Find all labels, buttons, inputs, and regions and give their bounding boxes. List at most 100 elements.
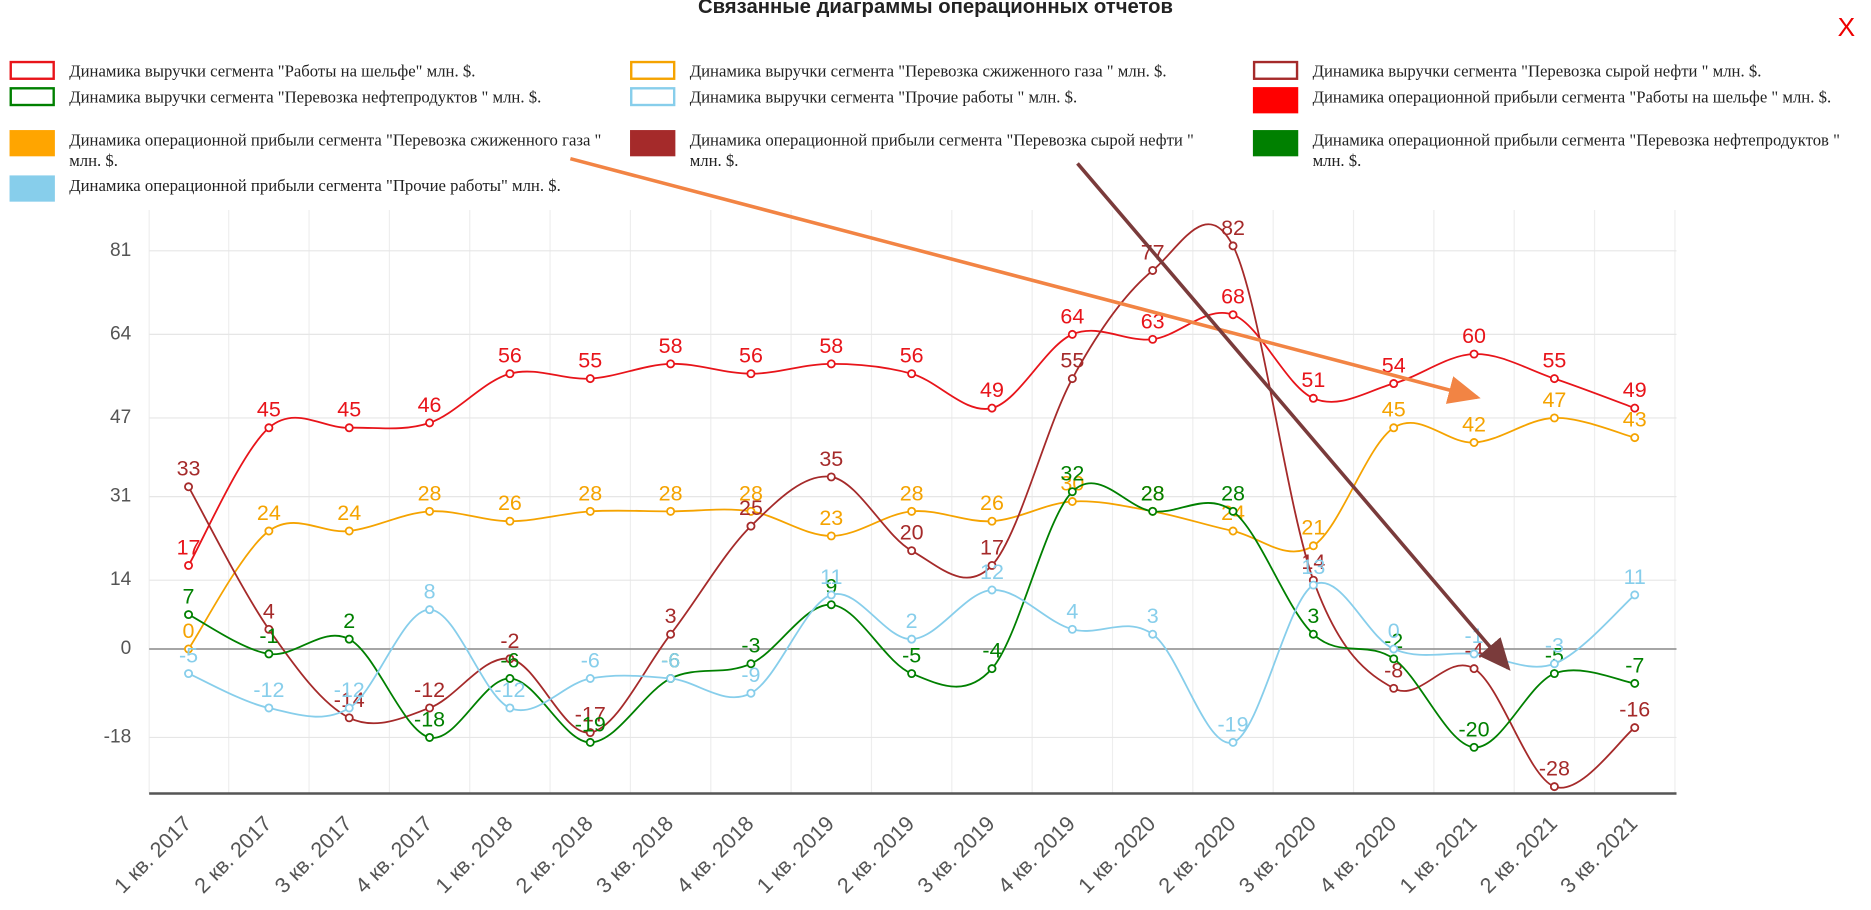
data-label: 58 — [819, 334, 843, 358]
data-label: 26 — [498, 491, 522, 515]
data-point — [585, 728, 595, 738]
legend-item[interactable]: Динамика выручки сегмента "Работы на шел… — [9, 60, 607, 82]
data-point — [184, 560, 194, 570]
legend-item[interactable]: Динамика выручки сегмента "Перевозка сыр… — [1252, 60, 1850, 82]
close-button[interactable]: X — [1837, 11, 1856, 42]
legend-swatch — [9, 130, 55, 157]
data-label: 45 — [337, 398, 361, 422]
data-point — [987, 516, 997, 526]
data-label: -19 — [1217, 712, 1248, 736]
legend-item[interactable]: Динамика выручки сегмента "Перевозка сжи… — [630, 60, 1227, 82]
legend-item[interactable]: Динамика операционной прибыли сегмента "… — [9, 130, 607, 172]
x-tick-label: 3 кв. 2017 — [270, 812, 357, 899]
data-point — [1228, 241, 1238, 251]
data-label: 28 — [1141, 481, 1165, 505]
data-label: 24 — [257, 501, 281, 525]
data-point — [425, 605, 435, 615]
data-point — [264, 526, 274, 536]
data-label: 4 — [1066, 599, 1078, 623]
x-tick-label: 2 кв. 2017 — [190, 812, 277, 899]
data-point — [1549, 782, 1559, 792]
legend-item[interactable]: Динамика операционной прибыли сегмента "… — [1252, 130, 1850, 172]
data-label: -8 — [1384, 658, 1403, 682]
data-label: 28 — [900, 481, 924, 505]
data-label: 0 — [183, 619, 195, 643]
legend-label: Динамика выручки сегмента "Прочие работы… — [689, 89, 1078, 108]
data-label: 32 — [1060, 462, 1084, 486]
data-point — [746, 688, 756, 698]
legend-item[interactable]: Динамика операционной прибыли сегмента "… — [630, 130, 1227, 172]
x-tick-label: 2 кв. 2021 — [1475, 812, 1562, 899]
legend-swatch — [630, 87, 676, 107]
x-tick-label: 3 кв. 2018 — [592, 812, 679, 899]
data-label: 17 — [980, 535, 1004, 559]
data-label: 28 — [1141, 481, 1165, 505]
data-point — [907, 669, 917, 679]
data-label: -3 — [1545, 634, 1564, 658]
data-point — [1549, 413, 1559, 423]
legend-item[interactable]: Динамика выручки сегмента "Прочие работы… — [630, 87, 1227, 108]
data-point — [1469, 649, 1479, 659]
legend-item[interactable]: Динамика операционной прибыли сегмента "… — [9, 175, 607, 202]
data-point — [1389, 644, 1399, 654]
legend-swatch — [630, 60, 676, 80]
data-label: 3 — [1147, 604, 1159, 628]
data-point — [746, 369, 756, 379]
y-tick-label: 0 — [121, 638, 132, 659]
data-label: 49 — [1623, 378, 1647, 402]
legend-item[interactable]: Динамика выручки сегмента "Перевозка неф… — [9, 87, 607, 108]
data-label: -6 — [500, 648, 519, 672]
data-label: -9 — [741, 663, 760, 687]
data-label: 3 — [665, 604, 677, 628]
data-label: 9 — [825, 575, 837, 599]
data-label: 28 — [739, 481, 763, 505]
data-point — [505, 674, 515, 683]
data-label: 13 — [1301, 555, 1325, 579]
legend-label: Динамика выручки сегмента "Перевозка неф… — [69, 89, 542, 108]
data-label: 43 — [1623, 408, 1647, 432]
data-point — [987, 560, 997, 570]
data-label: 42 — [1462, 412, 1486, 436]
data-label: -6 — [581, 648, 600, 672]
legend-label: Динамика выручки сегмента "Работы на шел… — [69, 63, 476, 82]
data-point — [1469, 742, 1479, 752]
data-point — [1308, 580, 1318, 590]
data-point — [1389, 379, 1399, 389]
data-label: 56 — [900, 344, 924, 368]
data-point — [585, 374, 595, 384]
legend-swatch — [1252, 87, 1299, 114]
series-line — [187, 223, 1636, 789]
legend-swatch — [1252, 130, 1299, 157]
data-point — [666, 359, 676, 369]
data-point — [1148, 629, 1158, 639]
data-point — [907, 369, 917, 379]
data-point — [1228, 506, 1238, 516]
y-tick-label: 81 — [110, 240, 131, 261]
data-label: 55 — [1542, 349, 1566, 373]
data-point — [344, 713, 354, 723]
data-point — [666, 506, 676, 516]
data-point — [1469, 438, 1479, 447]
legend-label: Динамика выручки сегмента "Перевозка сыр… — [1312, 63, 1762, 82]
data-point — [1469, 349, 1479, 359]
data-point — [344, 423, 354, 433]
annotation-arrow — [1076, 162, 1511, 671]
data-label: -12 — [253, 678, 284, 702]
data-point — [1549, 659, 1559, 669]
legend-label: Динамика операционной прибыли сегмента "… — [69, 132, 602, 171]
data-label: 64 — [1060, 304, 1084, 328]
x-tick-label: 3 кв. 2020 — [1234, 811, 1321, 898]
data-point — [505, 369, 515, 379]
data-label: -18 — [414, 707, 445, 731]
data-point — [1228, 310, 1238, 320]
data-point — [1308, 541, 1318, 551]
legend-item[interactable]: Динамика операционной прибыли сегмента "… — [1252, 87, 1850, 114]
data-point — [505, 516, 515, 526]
data-label: 49 — [980, 378, 1004, 402]
data-label: -4 — [982, 639, 1001, 663]
data-point — [184, 644, 194, 654]
data-label: 56 — [739, 344, 763, 368]
data-point — [264, 703, 274, 713]
